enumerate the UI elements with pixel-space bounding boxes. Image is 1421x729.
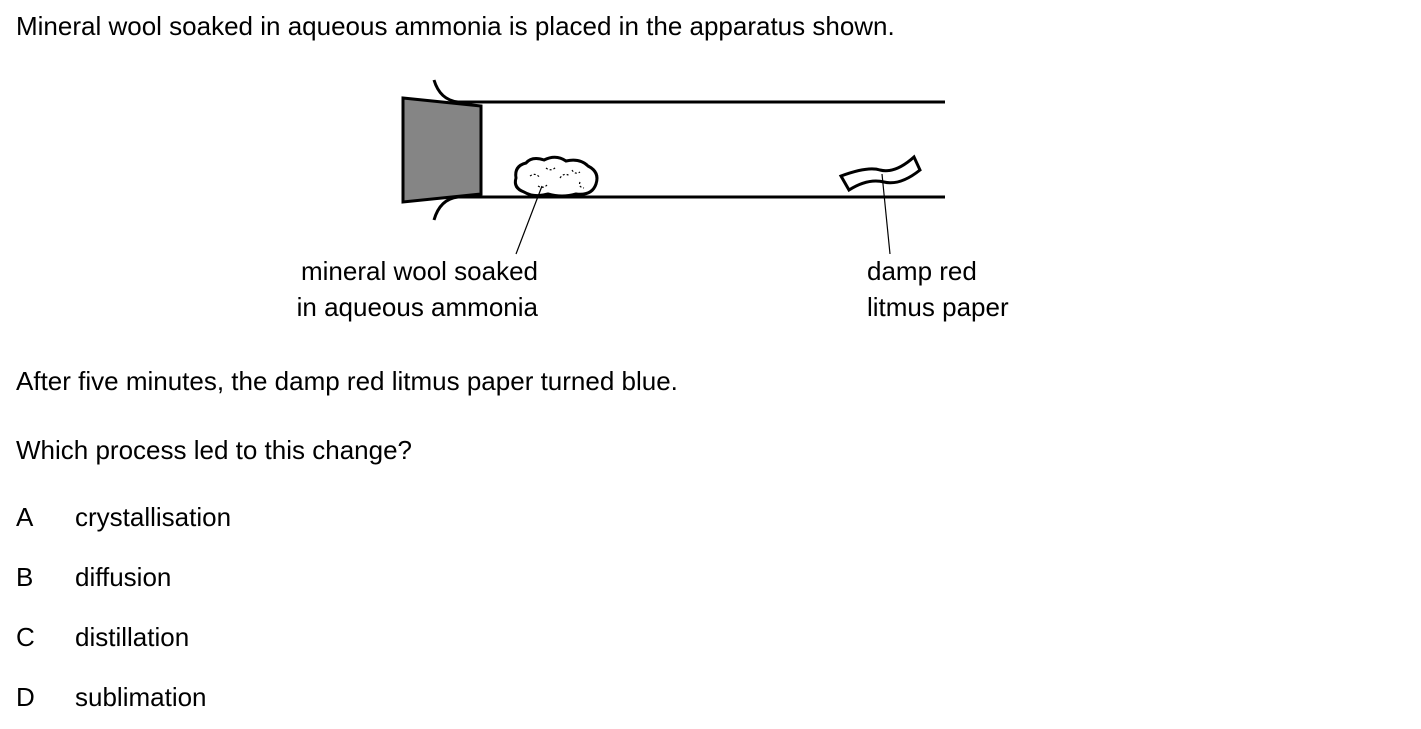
litmus-leader-line <box>881 173 891 255</box>
litmus-paper <box>838 154 922 193</box>
option-text: distillation <box>75 622 190 652</box>
wool-leader-line <box>515 185 543 255</box>
question-prompt: Which process led to this change? <box>16 435 412 465</box>
option-text: diffusion <box>75 562 172 592</box>
option-letter: A <box>16 502 34 532</box>
label-litmus-line2: litmus paper <box>867 292 1009 322</box>
label-mineral-wool-line2: in aqueous ammonia <box>296 292 538 322</box>
option-letter: D <box>16 682 35 712</box>
label-litmus-paper: damp red litmus paper <box>867 253 1009 325</box>
observation-text: After five minutes, the damp red litmus … <box>16 366 678 396</box>
tube-flare-top <box>432 79 459 104</box>
option-letter: B <box>16 562 34 592</box>
label-mineral-wool-line1: mineral wool soaked <box>300 256 538 286</box>
mineral-wool <box>513 155 599 198</box>
question-intro: Mineral wool soaked in aqueous ammonia i… <box>16 11 895 41</box>
option-text: crystallisation <box>75 502 232 532</box>
mineral-wool-texture <box>529 166 585 189</box>
option-letter: C <box>16 622 35 652</box>
rubber-stopper <box>401 96 483 204</box>
label-mineral-wool: mineral wool soaked in aqueous ammonia <box>254 253 538 325</box>
tube-flare-bottom <box>432 195 459 221</box>
label-litmus-line1: damp red <box>867 256 977 286</box>
option-text: sublimation <box>75 682 207 712</box>
apparatus-diagram <box>401 79 945 255</box>
